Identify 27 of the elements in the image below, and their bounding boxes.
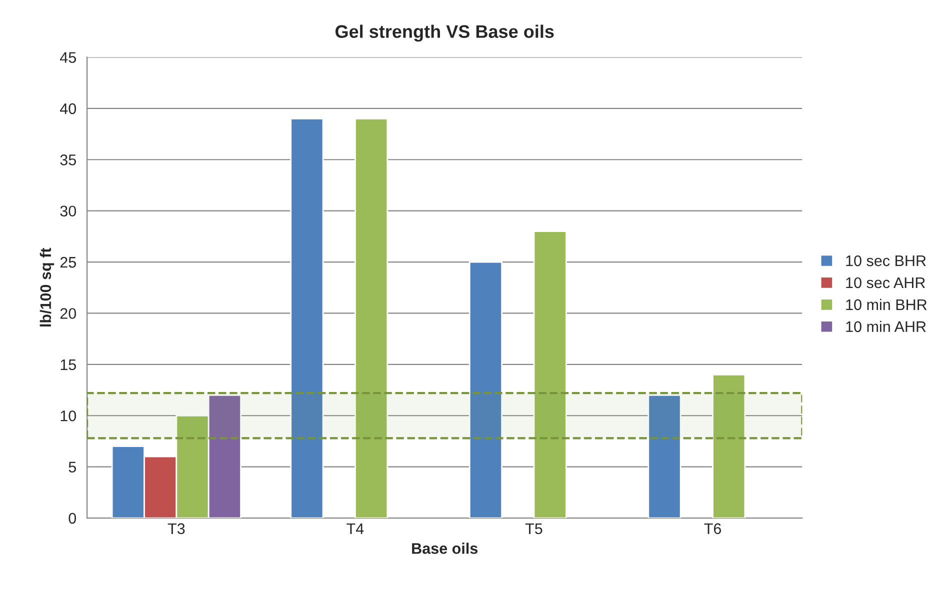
bar xyxy=(290,118,324,518)
bar xyxy=(648,394,682,518)
legend-label: 10 sec AHR xyxy=(846,277,925,288)
y-tick-label: 0 xyxy=(68,512,76,524)
bar xyxy=(468,261,503,518)
y-tick-label: 5 xyxy=(68,462,76,473)
legend-label: 10 min AHR xyxy=(846,320,926,332)
y-tick-label: 30 xyxy=(60,206,76,217)
y-tick-label: 20 xyxy=(60,308,76,319)
x-tick-label: T4 xyxy=(346,523,364,534)
chart-title: Gel strength VS Base oils xyxy=(335,24,554,42)
y-tick-label: 10 xyxy=(60,410,76,422)
y-tick-label: 45 xyxy=(60,52,76,63)
y-tick-label: 25 xyxy=(60,256,76,268)
y-axis-title: lb/100 sq ft xyxy=(40,248,54,326)
x-axis-title: Base oils xyxy=(412,542,478,554)
y-tick-label: 15 xyxy=(60,359,76,370)
legend-label: 10 min BHR xyxy=(846,298,927,310)
legend-label: 10 sec BHR xyxy=(846,255,926,266)
x-tick-label: T3 xyxy=(168,523,185,534)
bar xyxy=(533,230,567,518)
y-tick-label: 40 xyxy=(60,103,76,114)
x-tick-label: T6 xyxy=(704,523,722,534)
bar xyxy=(354,118,388,518)
x-tick-label: T5 xyxy=(525,523,542,534)
y-tick-label: 35 xyxy=(60,154,76,166)
bar xyxy=(712,374,746,518)
